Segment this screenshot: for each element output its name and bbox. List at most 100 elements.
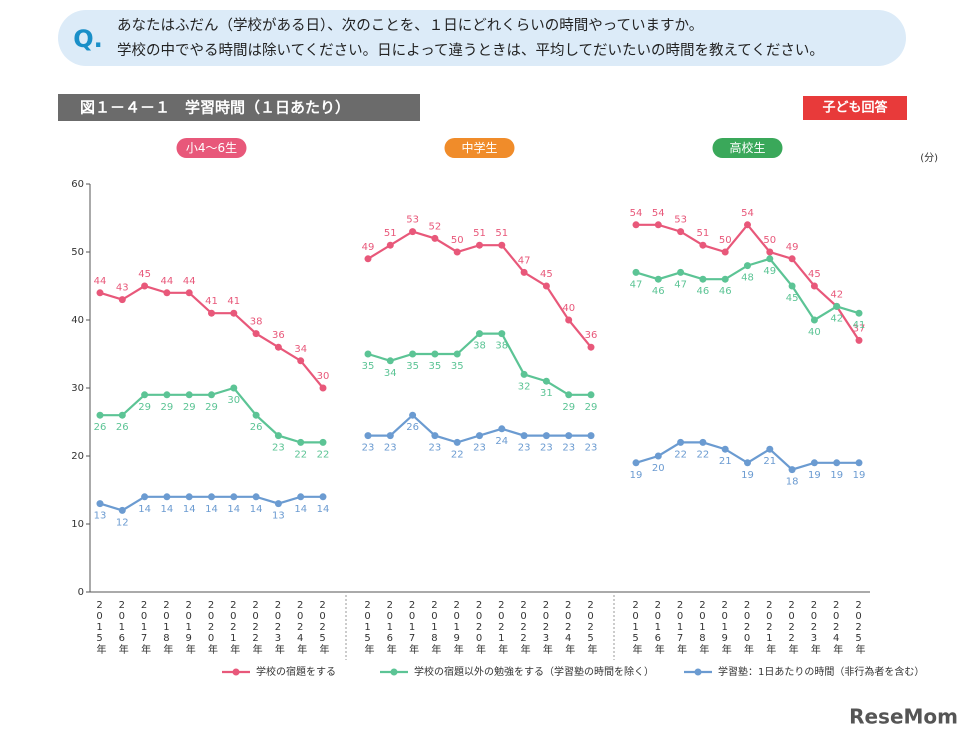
point	[542, 282, 550, 290]
y-tick-label: 50	[71, 247, 84, 258]
point	[565, 316, 573, 324]
x-tick-label: 2025年	[317, 600, 329, 655]
data-label: 36	[272, 330, 285, 341]
data-label: 22	[317, 449, 330, 460]
x-tick-label: 2024年	[295, 600, 307, 655]
point	[744, 221, 751, 229]
data-label: 23	[585, 443, 598, 454]
point	[810, 316, 818, 324]
data-label: 41	[205, 296, 218, 307]
point	[520, 432, 528, 440]
data-label: 19	[630, 470, 643, 481]
data-label: 26	[406, 422, 419, 433]
data-label: 30	[227, 395, 240, 406]
data-label: 13	[94, 511, 107, 522]
point	[632, 268, 640, 276]
question-box	[58, 10, 906, 66]
figure-title: 図１－４－１ 学習時間（１日あたり）	[80, 99, 350, 117]
point	[654, 275, 662, 283]
point	[498, 241, 506, 249]
x-tick-label: 2022年	[786, 600, 798, 655]
point	[364, 350, 372, 358]
legend-marker	[390, 668, 398, 676]
data-label: 42	[830, 289, 843, 300]
point	[810, 282, 818, 290]
y-tick-label: 10	[71, 519, 84, 530]
x-tick-label: 2019年	[183, 600, 195, 655]
data-label: 47	[518, 255, 531, 266]
data-label: 21	[719, 456, 732, 467]
point	[230, 493, 238, 501]
question-line: 学校の中でやる時間は除いてください。日によって違うときは、平均してだいたいの時間…	[117, 42, 824, 59]
point	[96, 411, 104, 419]
point	[699, 241, 707, 249]
data-label: 36	[585, 330, 598, 341]
point	[699, 275, 707, 283]
data-label: 23	[540, 443, 553, 454]
legend-label: 学校の宿題以外の勉強をする（学習塾の時間を除く）	[414, 665, 654, 678]
x-tick-label: 2021年	[764, 600, 776, 655]
point	[744, 262, 751, 270]
point	[409, 411, 417, 419]
x-tick-label: 2023年	[540, 600, 552, 655]
data-label: 22	[451, 449, 464, 460]
data-label: 51	[473, 228, 486, 239]
point	[274, 500, 282, 508]
point	[721, 275, 729, 283]
data-label: 51	[697, 228, 710, 239]
x-tick-label: 2018年	[697, 600, 709, 655]
legend-label: 学習塾：1日あたりの時間（非行為者を含む）	[718, 665, 924, 678]
data-label: 44	[94, 276, 107, 287]
point	[587, 391, 595, 399]
point	[185, 493, 193, 501]
point	[542, 377, 550, 385]
data-label: 23	[384, 443, 397, 454]
data-label: 50	[719, 235, 732, 246]
data-label: 45	[138, 269, 151, 280]
x-tick-label: 2023年	[808, 600, 820, 655]
point	[520, 370, 528, 378]
data-label: 44	[183, 276, 196, 287]
data-label: 23	[362, 443, 375, 454]
x-tick-label: 2020年	[206, 600, 218, 655]
x-tick-label: 2019年	[451, 600, 463, 655]
data-label: 41	[227, 296, 240, 307]
panel-label-box	[444, 138, 515, 158]
point	[274, 343, 282, 351]
data-label: 26	[116, 422, 129, 433]
point	[587, 343, 595, 351]
x-tick-label: 2016年	[652, 600, 664, 655]
data-label: 26	[250, 422, 263, 433]
data-label: 31	[540, 388, 553, 399]
point	[520, 268, 528, 276]
point	[163, 493, 171, 501]
data-label: 14	[138, 504, 151, 515]
x-tick-label: 2015年	[630, 600, 642, 655]
data-label: 44	[161, 276, 174, 287]
data-label: 19	[741, 470, 754, 481]
figure-title-box	[58, 94, 420, 121]
x-tick-label: 2022年	[250, 600, 262, 655]
x-tick-label: 2015年	[362, 600, 374, 655]
data-label: 23	[272, 443, 285, 454]
point	[542, 432, 550, 440]
data-label: 45	[786, 293, 799, 304]
point	[386, 241, 394, 249]
data-label: 49	[362, 242, 375, 253]
data-label: 52	[429, 221, 442, 232]
point	[498, 330, 506, 338]
data-label: 26	[94, 422, 107, 433]
data-label: 54	[630, 208, 643, 219]
data-label: 14	[294, 504, 307, 515]
data-label: 48	[741, 273, 754, 284]
point	[766, 255, 774, 263]
point	[476, 432, 483, 440]
data-label: 47	[674, 279, 687, 290]
point	[252, 493, 260, 501]
panel-label: 小4～6生	[186, 141, 237, 155]
data-label: 46	[652, 286, 665, 297]
x-tick-label: 2020年	[474, 600, 486, 655]
legend-marker	[694, 668, 702, 676]
point	[453, 438, 461, 446]
